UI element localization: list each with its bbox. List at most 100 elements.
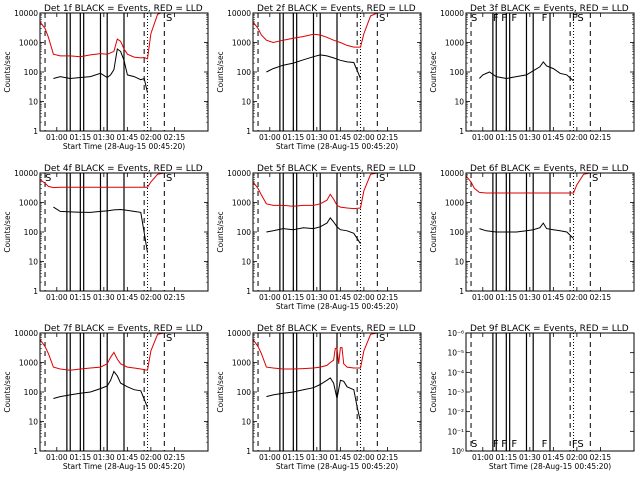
y-axis-label: Counts/sec: [429, 51, 438, 92]
plot-frame: [252, 332, 422, 452]
plot-frame: [252, 12, 422, 132]
x-tick-label: 01:30: [519, 453, 541, 462]
y-tick-label: 100: [24, 68, 39, 77]
x-axis-label: Start Time (28-Aug-15 00:45:20): [63, 462, 185, 471]
x-tick-label: 01:00: [472, 453, 494, 462]
x-tick-label: 02:00: [353, 293, 375, 302]
events-series-line: [266, 377, 361, 422]
y-tick-label: 100: [237, 388, 252, 397]
flag-label: S: [379, 13, 385, 24]
lld-series-line: [39, 12, 165, 60]
lld-series-line: [39, 332, 165, 371]
x-tick-label: 01:00: [46, 453, 68, 462]
y-tick-label: 1: [33, 447, 38, 456]
y-axis-label: Counts/sec: [3, 371, 12, 412]
x-tick-label: 01:15: [70, 133, 92, 142]
y-tick-label: 100: [450, 68, 465, 77]
lld-series-line: [465, 172, 591, 194]
x-tick-label: 01:15: [496, 453, 518, 462]
panel-title: Det 8f BLACK = Events, RED = LLD: [257, 324, 416, 334]
y-tick-label: 100: [237, 68, 252, 77]
x-tick-label: 02:15: [164, 133, 186, 142]
x-tick-label: 01:15: [70, 293, 92, 302]
panel-title: Det 4f BLACK = Events, RED = LLD: [44, 164, 203, 174]
flag-label: S: [166, 173, 172, 184]
y-tick-label: 10000: [14, 9, 38, 18]
y-axis-label: Counts/sec: [429, 211, 438, 252]
flag-label: F: [493, 13, 499, 24]
x-tick-label: 01:30: [519, 133, 541, 142]
x-tick-label: 01:30: [93, 293, 115, 302]
x-tick-label: 02:15: [590, 453, 612, 462]
x-tick-label: 01:45: [330, 293, 352, 302]
x-tick-label: 02:15: [164, 453, 186, 462]
y-tick-label: 1000: [445, 39, 464, 48]
x-tick-label: 01:15: [496, 133, 518, 142]
x-tick-label: 02:15: [377, 133, 399, 142]
y-tick-label: 10000: [227, 329, 251, 338]
detector-panel-8: Det 8f BLACK = Events, RED = LLD Counts/s…: [216, 324, 422, 471]
y-tick-label: 1: [246, 127, 251, 136]
y-axis-label: Counts/sec: [3, 211, 12, 252]
plot-frame: [465, 12, 635, 132]
y-tick-label: 1000: [19, 359, 38, 368]
x-tick-label: 01:45: [117, 453, 139, 462]
detector-panel-9: Det 9f BLACK = Events, RED = LLD Counts/s…: [429, 324, 635, 471]
flag-label: F: [493, 439, 499, 450]
y-tick-label: 1: [246, 287, 251, 296]
flag-label: F: [542, 439, 548, 450]
plot-frame: [465, 332, 635, 452]
x-tick-label: 01:30: [519, 293, 541, 302]
y-tick-label: 1000: [232, 199, 251, 208]
x-tick-label: 02:00: [140, 293, 162, 302]
flag-label: F: [542, 13, 548, 24]
detector-panel-4: Det 4f BLACK = Events, RED = LLD Counts/s…: [3, 164, 209, 302]
x-tick-label: 01:15: [283, 453, 305, 462]
y-tick-label: 10000: [440, 9, 464, 18]
flag-label: S: [379, 173, 385, 184]
y-tick-label: 1000: [19, 39, 38, 48]
y-axis-label: Counts/sec: [216, 211, 225, 252]
flag-label: F: [511, 439, 517, 450]
events-series-line: [479, 61, 574, 82]
flag-label: FS: [572, 439, 584, 450]
x-tick-label: 01:00: [472, 293, 494, 302]
detector-panel-3: Det 3f BLACK = Events, RED = LLD Counts/s…: [429, 4, 635, 142]
x-tick-label: 01:45: [117, 293, 139, 302]
y-tick-label: 10: [241, 418, 251, 427]
lld-series-line: [252, 172, 378, 210]
x-tick-label: 01:15: [283, 293, 305, 302]
x-tick-label: 02:15: [377, 453, 399, 462]
x-tick-label: 01:45: [543, 293, 565, 302]
x-tick-label: 01:00: [472, 133, 494, 142]
y-tick-label: 10: [241, 98, 251, 107]
x-tick-label: 02:00: [566, 453, 588, 462]
x-tick-label: 01:30: [306, 293, 328, 302]
y-tick-label: 10⁻²: [447, 408, 464, 417]
events-series-line: [266, 54, 361, 79]
x-tick-label: 02:15: [377, 293, 399, 302]
y-tick-label: 1000: [232, 359, 251, 368]
lld-series-line: [252, 332, 378, 370]
x-tick-label: 01:45: [543, 133, 565, 142]
detector-panel-7: Det 7f BLACK = Events, RED = LLD Counts/s…: [3, 324, 209, 471]
y-axis-label: Counts/sec: [216, 51, 225, 92]
events-series-line: [53, 206, 148, 253]
y-tick-label: 1000: [445, 199, 464, 208]
x-tick-label: 02:15: [590, 133, 612, 142]
detector-panel-6: Det 6f BLACK = Events, RED = LLD Counts/s…: [429, 164, 635, 302]
y-tick-label: 100: [237, 228, 252, 237]
panel-title: Det 6f BLACK = Events, RED = LLD: [470, 164, 629, 174]
events-series-line: [479, 222, 574, 239]
detector-panel-2: Det 2f BLACK = Events, RED = LLD Counts/s…: [216, 4, 422, 151]
x-axis-label: Start Time (28-Aug-15 00:45:20): [276, 142, 398, 151]
y-tick-label: 10⁰: [451, 447, 464, 456]
y-tick-label: 10000: [227, 169, 251, 178]
x-tick-label: 01:15: [283, 133, 305, 142]
x-axis-label: Start Time (28-Aug-15 00:45:20): [276, 462, 398, 471]
detector-panel-5: Det 5f BLACK = Events, RED = LLD Counts/s…: [216, 164, 422, 311]
x-tick-label: 02:00: [140, 453, 162, 462]
y-tick-label: 1000: [19, 199, 38, 208]
y-tick-label: 10000: [14, 329, 38, 338]
panel-title: Det 9f BLACK = Events, RED = LLD: [470, 324, 629, 334]
